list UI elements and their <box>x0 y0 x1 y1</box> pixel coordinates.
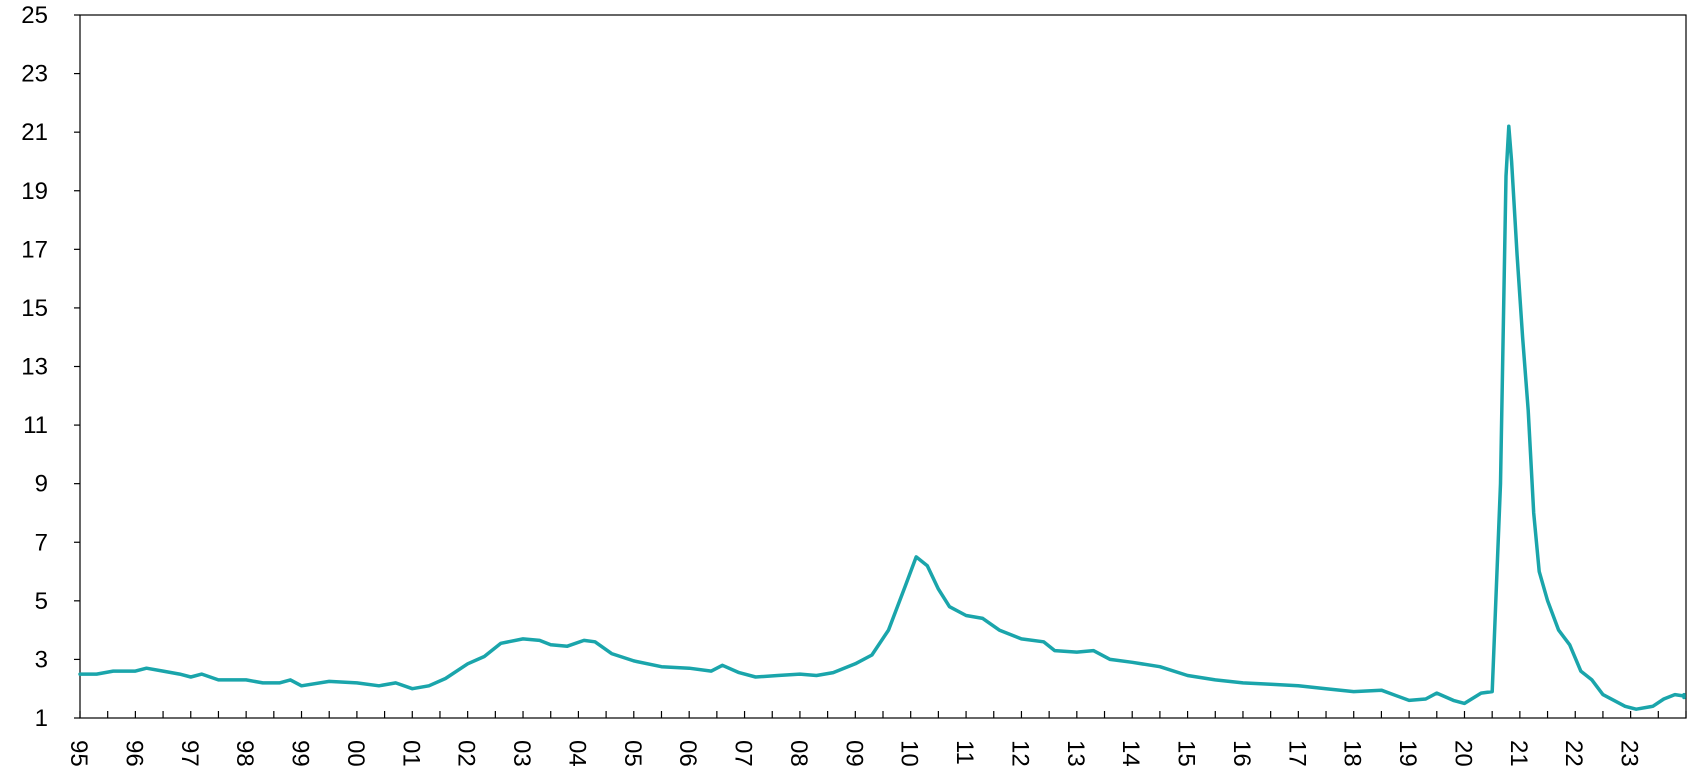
x-tick-label: 16 <box>1228 740 1255 767</box>
x-tick-label: 17 <box>1283 740 1310 767</box>
x-tick-label: 10 <box>896 740 923 767</box>
x-tick-label: 09 <box>840 740 867 767</box>
x-tick-label: 18 <box>1339 740 1366 767</box>
x-tick-label: 11 <box>951 740 978 765</box>
x-tick-label: 00 <box>342 740 369 767</box>
x-tick-label: 96 <box>120 740 147 767</box>
x-tick-label: 13 <box>1062 740 1089 767</box>
y-tick-label: 25 <box>21 2 48 29</box>
x-tick-label: 12 <box>1006 740 1033 767</box>
y-tick-label: 13 <box>21 354 48 381</box>
x-tick-label: 02 <box>453 740 480 767</box>
y-tick-label: 9 <box>35 471 48 498</box>
x-tick-label: 95 <box>65 740 92 767</box>
y-tick-label: 23 <box>21 61 48 88</box>
plot-area-frame <box>79 14 1687 719</box>
x-tick-label: 20 <box>1449 740 1476 767</box>
y-tick-label: 21 <box>21 119 48 146</box>
x-tick-label: 01 <box>397 740 424 767</box>
x-axis: 95 96 97 98 99 00 01 02 03 04 05 06 07 08 09 10 11 12 13 14… <box>65 711 1687 767</box>
y-tick-label: 1 <box>35 705 48 732</box>
y-tick-label: 11 <box>23 412 48 439</box>
x-tick-label: 04 <box>563 740 590 767</box>
y-tick-label: 7 <box>35 529 48 556</box>
x-tick-label: 23 <box>1616 740 1643 767</box>
y-tick-label: 17 <box>21 236 48 263</box>
y-tick-label: 15 <box>21 295 48 322</box>
x-tick-label: 15 <box>1173 740 1200 767</box>
x-tick-label: 22 <box>1560 740 1587 767</box>
x-tick-label: 97 <box>176 740 203 767</box>
x-tick-label: 19 <box>1394 740 1421 767</box>
x-tick-label: 05 <box>619 740 646 767</box>
y-tick-label: 19 <box>21 178 48 205</box>
x-tick-label: 98 <box>231 740 258 767</box>
x-tick-label: 99 <box>287 740 314 767</box>
series-line <box>78 124 1686 711</box>
x-tick-label: 21 <box>1505 740 1532 767</box>
y-tick-label: 5 <box>35 588 48 615</box>
x-tick-label: 08 <box>785 740 812 767</box>
x-tick-label: 03 <box>508 740 535 767</box>
x-tick-label: 07 <box>730 740 757 767</box>
x-tick-label: 14 <box>1117 740 1144 767</box>
x-tick-label: 06 <box>674 740 701 767</box>
y-tick-label: 3 <box>35 646 48 673</box>
